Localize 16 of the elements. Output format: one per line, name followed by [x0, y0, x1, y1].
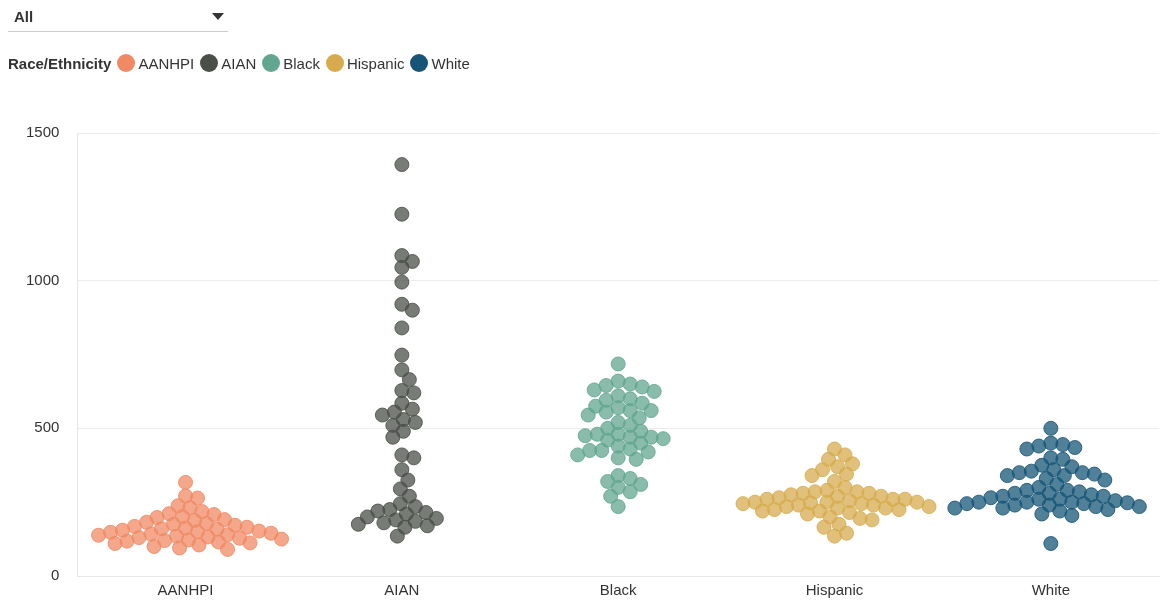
- x-tick-label: AIAN: [384, 581, 420, 599]
- legend-title: Race/Ethnicity: [8, 54, 112, 72]
- legend-label: Hispanic: [346, 54, 405, 72]
- x-tick-label: Hispanic: [805, 581, 864, 599]
- x-tick-label: White: [1031, 581, 1071, 599]
- legend-label: White: [431, 54, 470, 72]
- x-tick-label: Black: [599, 581, 638, 599]
- legend-label: AANHPI: [138, 54, 195, 72]
- y-tick-label: 500: [34, 418, 60, 436]
- legend-label: AIAN: [221, 54, 257, 72]
- dropdown-field: All: [8, 8, 228, 32]
- x-tick-label: AANHPI: [157, 581, 214, 599]
- y-tick-label: 0: [51, 566, 60, 584]
- y-tick-label: 1000: [25, 270, 60, 288]
- y-tick-label: 1500: [25, 123, 60, 141]
- legend-label: Black: [283, 54, 320, 72]
